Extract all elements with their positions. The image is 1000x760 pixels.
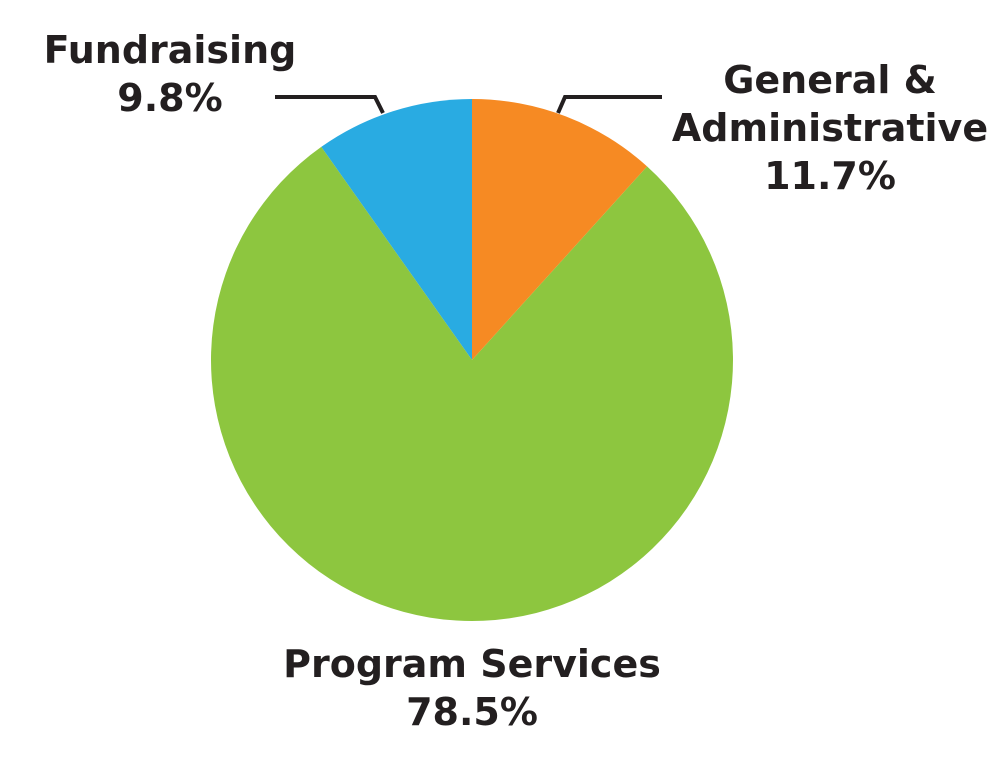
- slice-label: General & Administrative 11.7%: [665, 56, 995, 200]
- leader-line: [556, 95, 662, 114]
- value-label: 9.8%: [117, 76, 223, 120]
- slice-label: Program Services 78.5%: [222, 640, 722, 736]
- slice-label: Fundraising 9.8%: [20, 26, 320, 122]
- pie-slice: [210, 146, 733, 621]
- pie-slice: [472, 99, 648, 360]
- leader-line: [275, 95, 385, 114]
- category-label: General & Administrative: [671, 58, 989, 150]
- category-label: Fundraising: [43, 28, 297, 72]
- value-label: 78.5%: [406, 690, 538, 734]
- category-label: Program Services: [283, 642, 661, 686]
- pie-slice: [321, 99, 472, 360]
- value-label: 11.7%: [764, 154, 896, 198]
